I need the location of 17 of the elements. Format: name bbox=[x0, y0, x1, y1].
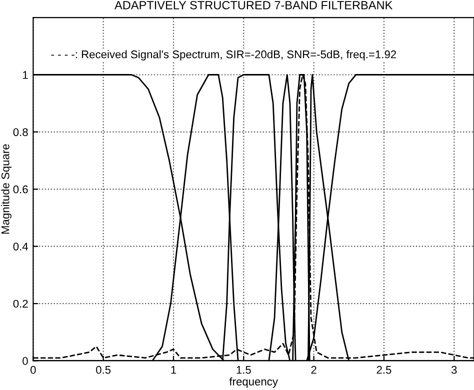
y-tick-label: 0.4 bbox=[13, 242, 28, 250]
x-tick-label: 1.5 bbox=[236, 366, 251, 374]
annotation: - - - -: Received Signal's Spectrum, SIR=-20dB, SNR=-5dB, freq.=1.92 bbox=[51, 50, 396, 60]
x-tick-label: 0 bbox=[30, 366, 36, 374]
y-tick-label: 0.8 bbox=[13, 128, 28, 136]
y-tick-label: 0 bbox=[22, 357, 28, 365]
y-tick-label: 1 bbox=[22, 71, 28, 79]
x-tick-label: 0.5 bbox=[96, 366, 111, 374]
x-tick-label: 2.5 bbox=[376, 366, 392, 374]
chart-title: ADAPTIVELY STRUCTURED 7-BAND FILTERBANK bbox=[114, 0, 393, 10]
x-tick-label: 2 bbox=[311, 366, 316, 374]
x-tick-label: 1 bbox=[171, 366, 176, 374]
y-axis-title: Magnitude Square bbox=[1, 144, 12, 234]
y-tick-label: 0.6 bbox=[13, 185, 28, 194]
y-tick-label: 0.2 bbox=[13, 300, 28, 308]
x-axis-title: frequency bbox=[229, 377, 278, 388]
x-tick-label: 3 bbox=[451, 366, 457, 374]
